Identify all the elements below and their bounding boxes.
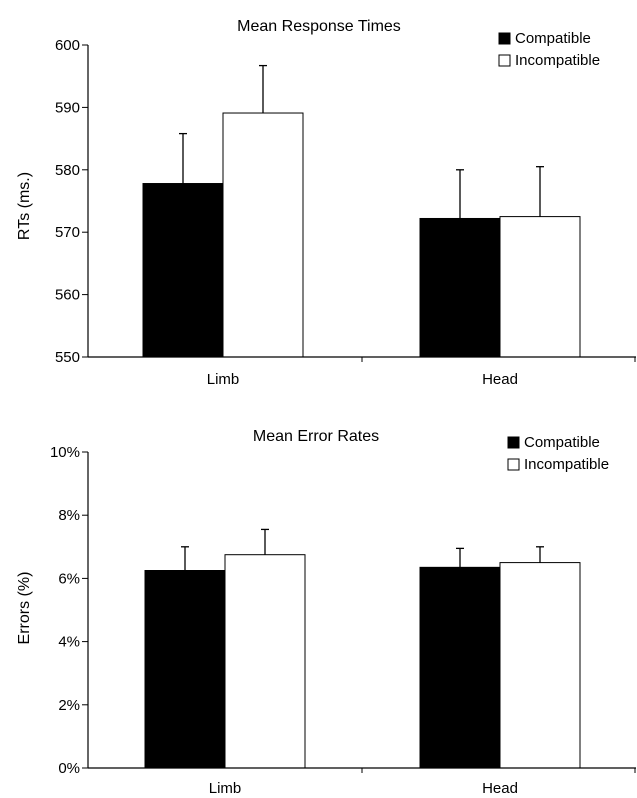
bar-compatible <box>144 570 226 769</box>
y-tick-label: 6% <box>58 570 80 587</box>
y-tick-label: 580 <box>55 162 80 179</box>
category-label: Head <box>482 371 518 388</box>
axes <box>87 45 636 362</box>
category-label: Limb <box>207 371 240 388</box>
category-label: Head <box>482 780 518 797</box>
legend-label: Compatible <box>524 434 600 451</box>
bar-group <box>144 554 581 769</box>
bar-incompatible <box>499 216 581 358</box>
y-tick-label: 570 <box>55 224 80 241</box>
legend: Compatible Incompatible <box>507 434 609 473</box>
y-axis-label: RTs (ms.) <box>16 172 33 240</box>
bar-compatible <box>419 566 501 769</box>
legend-swatch-compatible <box>498 32 511 45</box>
legend-swatch-compatible <box>507 436 520 449</box>
y-tick-label: 8% <box>58 507 80 524</box>
chart-title: Mean Error Rates <box>253 428 379 445</box>
axes <box>87 452 636 773</box>
category-labels: Limb Head <box>209 780 518 797</box>
y-tick-label: 2% <box>58 697 80 714</box>
legend-label: Incompatible <box>515 52 600 69</box>
error-bar-group <box>181 528 544 571</box>
y-tick-label: 560 <box>55 287 80 304</box>
y-tick-label: 600 <box>55 37 80 54</box>
y-tick-label: 4% <box>58 634 80 651</box>
legend: Compatible Incompatible <box>498 30 600 69</box>
legend-swatch-incompatible <box>507 458 520 471</box>
bar-compatible <box>419 217 501 358</box>
error-rate-chart: Mean Error Rates Errors (%) 0% 2% 4% 6% 8% 10… <box>16 428 636 797</box>
y-tick-label: 550 <box>55 349 80 366</box>
category-labels: Limb Head <box>207 371 518 388</box>
y-ticks: 0% 2% 4% 6% 8% 10% <box>50 444 88 777</box>
legend-label: Incompatible <box>524 456 609 473</box>
rt-chart: Mean Response Times RTs (ms.) 5505605705… <box>16 18 636 388</box>
y-tick-label: 590 <box>55 99 80 116</box>
bar-incompatible <box>224 554 306 769</box>
legend-label: Compatible <box>515 30 591 47</box>
bar-group <box>142 112 581 358</box>
bar-incompatible <box>499 562 581 769</box>
y-ticks: 550 560 570 580 590 600 <box>55 37 88 366</box>
bar-incompatible <box>222 112 304 358</box>
error-bar-group <box>179 64 544 219</box>
category-label: Limb <box>209 780 242 797</box>
legend-swatch-incompatible <box>498 54 511 67</box>
y-tick-label: 0% <box>58 760 80 777</box>
y-axis-label: Errors (%) <box>16 572 33 645</box>
bar-compatible <box>142 183 224 358</box>
y-tick-label: 10% <box>50 444 80 461</box>
chart-title: Mean Response Times <box>237 18 401 35</box>
